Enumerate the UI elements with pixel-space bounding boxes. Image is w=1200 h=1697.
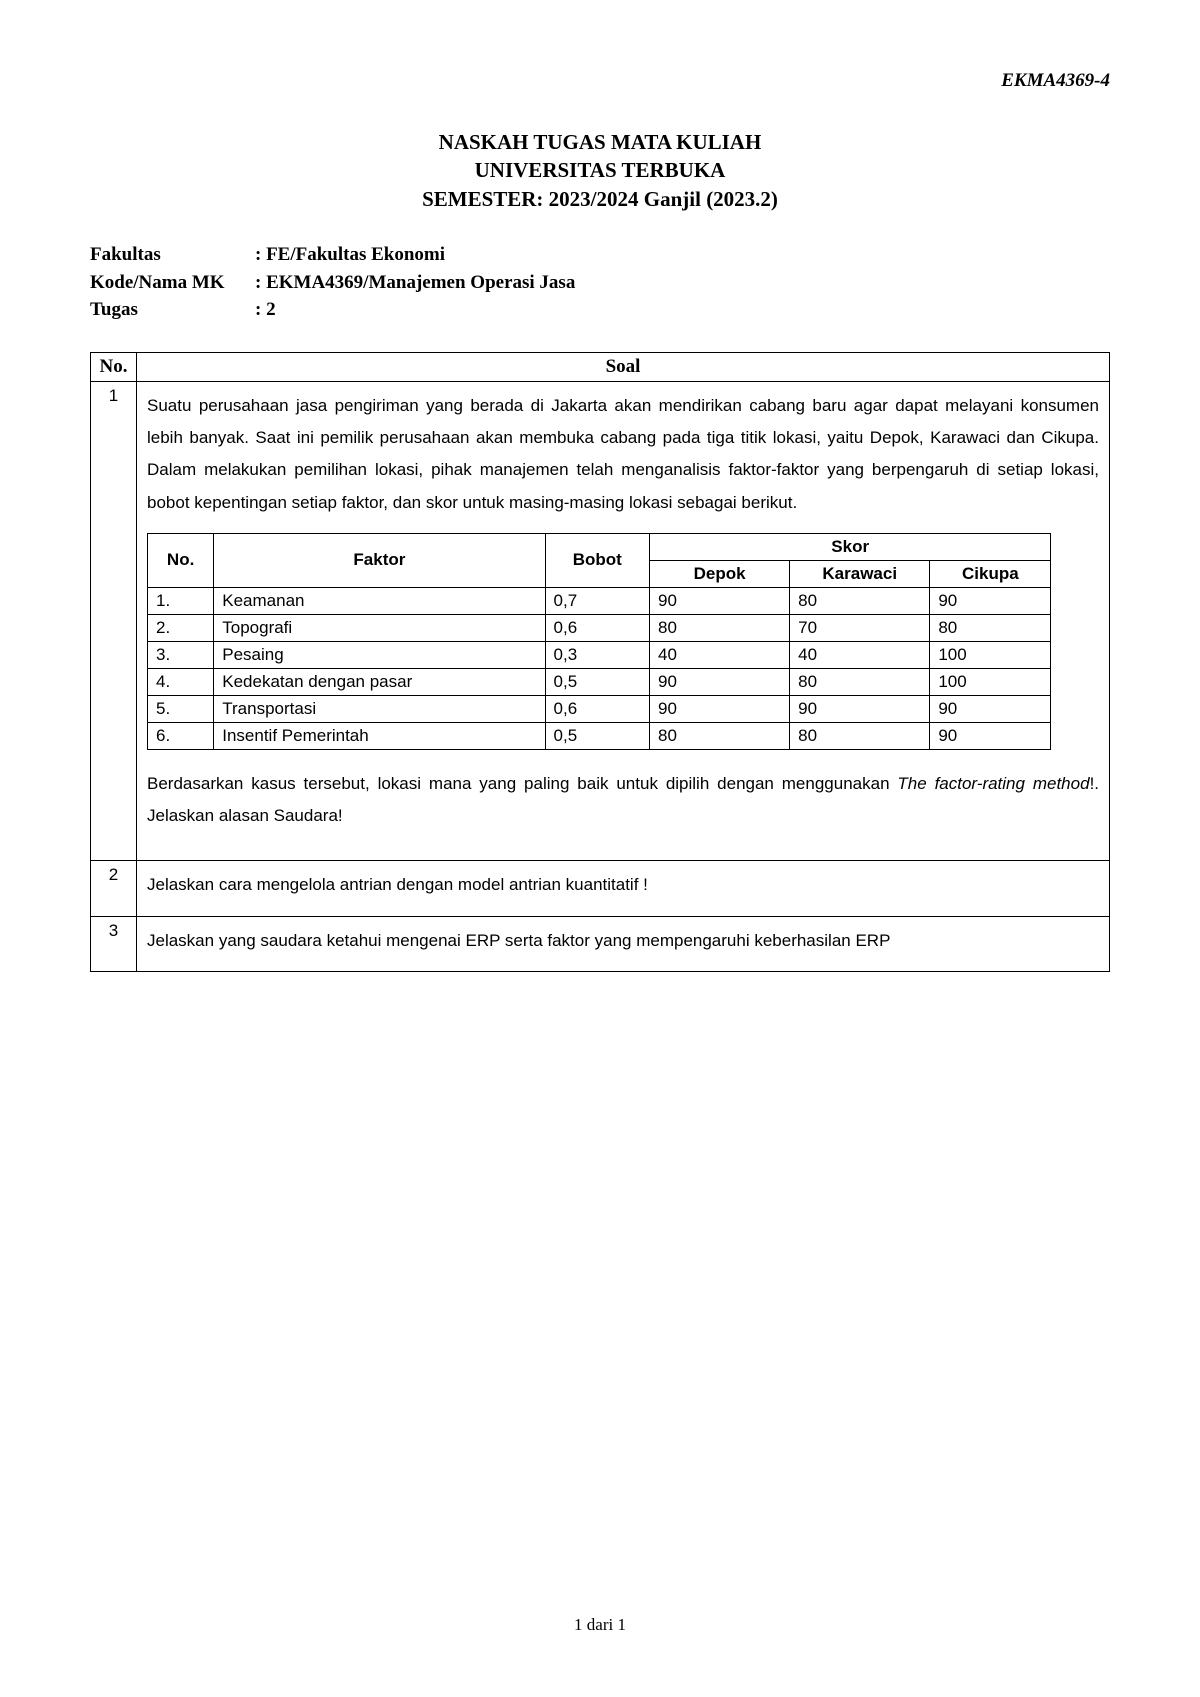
- ft-cell-no: 2.: [148, 614, 214, 641]
- q1-intro: Suatu perusahaan jasa pengiriman yang be…: [147, 390, 1099, 519]
- meta-kode-label: Kode/Nama MK: [90, 269, 255, 297]
- meta-fakultas-value: : FE/Fakultas Ekonomi: [255, 241, 445, 269]
- q2-no: 2: [91, 861, 137, 916]
- ft-head-no: No.: [148, 533, 214, 587]
- ft-cell-cikupa: 90: [930, 587, 1051, 614]
- ft-cell-bobot: 0,7: [545, 587, 649, 614]
- ft-cell-no: 4.: [148, 668, 214, 695]
- ft-cell-depok: 80: [650, 614, 790, 641]
- page-footer: 1 dari 1: [0, 1615, 1200, 1635]
- meta-fakultas-label: Fakultas: [90, 241, 255, 269]
- header-no: No.: [91, 352, 137, 381]
- ft-cell-no: 3.: [148, 641, 214, 668]
- ft-row: 6. Insentif Pemerintah 0,5 80 80 90: [148, 722, 1051, 749]
- q1-closing: Berdasarkan kasus tersebut, lokasi mana …: [147, 768, 1099, 833]
- title-line-1: NASKAH TUGAS MATA KULIAH: [90, 128, 1110, 156]
- ft-cell-faktor: Kedekatan dengan pasar: [214, 668, 545, 695]
- title-line-2: UNIVERSITAS TERBUKA: [90, 156, 1110, 184]
- ft-cell-cikupa: 100: [930, 668, 1051, 695]
- ft-cell-depok: 40: [650, 641, 790, 668]
- ft-head-bobot: Bobot: [545, 533, 649, 587]
- title-line-3: SEMESTER: 2023/2024 Ganjil (2023.2): [90, 185, 1110, 213]
- ft-cell-faktor: Insentif Pemerintah: [214, 722, 545, 749]
- title-block: NASKAH TUGAS MATA KULIAH UNIVERSITAS TER…: [90, 128, 1110, 213]
- ft-cell-bobot: 0,6: [545, 614, 649, 641]
- ft-head-faktor: Faktor: [214, 533, 545, 587]
- ft-cell-cikupa: 100: [930, 641, 1051, 668]
- ft-sub-cikupa: Cikupa: [930, 560, 1051, 587]
- ft-cell-faktor: Transportasi: [214, 695, 545, 722]
- ft-cell-karawaci: 70: [790, 614, 930, 641]
- ft-cell-bobot: 0,6: [545, 695, 649, 722]
- q3-cell: Jelaskan yang saudara ketahui mengenai E…: [137, 916, 1110, 971]
- ft-row: 2. Topografi 0,6 80 70 80: [148, 614, 1051, 641]
- q1-no: 1: [91, 381, 137, 861]
- ft-row: 3. Pesaing 0,3 40 40 100: [148, 641, 1051, 668]
- meta-tugas: Tugas : 2: [90, 296, 1110, 324]
- ft-cell-bobot: 0,5: [545, 668, 649, 695]
- ft-cell-karawaci: 80: [790, 668, 930, 695]
- q2-cell: Jelaskan cara mengelola antrian dengan m…: [137, 861, 1110, 916]
- ft-cell-bobot: 0,5: [545, 722, 649, 749]
- ft-row: 5. Transportasi 0,6 90 90 90: [148, 695, 1051, 722]
- document-code: EKMA4369-4: [90, 70, 1110, 92]
- q1-closing-italic: The factor-rating method: [897, 774, 1089, 793]
- page: EKMA4369-4 NASKAH TUGAS MATA KULIAH UNIV…: [0, 0, 1200, 1697]
- ft-cell-depok: 90: [650, 668, 790, 695]
- ft-cell-cikupa: 80: [930, 614, 1051, 641]
- q1-cell: Suatu perusahaan jasa pengiriman yang be…: [137, 381, 1110, 861]
- question-row-2: 2 Jelaskan cara mengelola antrian dengan…: [91, 861, 1110, 916]
- ft-cell-cikupa: 90: [930, 695, 1051, 722]
- factor-table: No. Faktor Bobot Skor Depok Karawaci Cik…: [147, 533, 1051, 750]
- ft-cell-karawaci: 40: [790, 641, 930, 668]
- ft-cell-faktor: Topografi: [214, 614, 545, 641]
- questions-table: No. Soal 1 Suatu perusahaan jasa pengiri…: [90, 352, 1110, 972]
- ft-cell-no: 6.: [148, 722, 214, 749]
- meta-fakultas: Fakultas : FE/Fakultas Ekonomi: [90, 241, 1110, 269]
- ft-head-skor: Skor: [650, 533, 1051, 560]
- ft-cell-karawaci: 80: [790, 722, 930, 749]
- q3-text: Jelaskan yang saudara ketahui mengenai E…: [147, 925, 1099, 957]
- ft-sub-karawaci: Karawaci: [790, 560, 930, 587]
- ft-cell-faktor: Keamanan: [214, 587, 545, 614]
- meta-kode: Kode/Nama MK : EKMA4369/Manajemen Operas…: [90, 269, 1110, 297]
- q3-no: 3: [91, 916, 137, 971]
- meta-block: Fakultas : FE/Fakultas Ekonomi Kode/Nama…: [90, 241, 1110, 324]
- ft-cell-karawaci: 90: [790, 695, 930, 722]
- question-row-1: 1 Suatu perusahaan jasa pengiriman yang …: [91, 381, 1110, 861]
- ft-cell-no: 1.: [148, 587, 214, 614]
- ft-cell-depok: 90: [650, 587, 790, 614]
- ft-cell-depok: 90: [650, 695, 790, 722]
- question-row-3: 3 Jelaskan yang saudara ketahui mengenai…: [91, 916, 1110, 971]
- q1-closing-a: Berdasarkan kasus tersebut, lokasi mana …: [147, 774, 897, 793]
- ft-cell-no: 5.: [148, 695, 214, 722]
- ft-cell-karawaci: 80: [790, 587, 930, 614]
- q2-text: Jelaskan cara mengelola antrian dengan m…: [147, 869, 1099, 901]
- meta-kode-value: : EKMA4369/Manajemen Operasi Jasa: [255, 269, 575, 297]
- ft-row: 1. Keamanan 0,7 90 80 90: [148, 587, 1051, 614]
- meta-tugas-value: : 2: [255, 296, 276, 324]
- ft-cell-faktor: Pesaing: [214, 641, 545, 668]
- ft-sub-depok: Depok: [650, 560, 790, 587]
- meta-tugas-label: Tugas: [90, 296, 255, 324]
- ft-row: 4. Kedekatan dengan pasar 0,5 90 80 100: [148, 668, 1051, 695]
- ft-cell-depok: 80: [650, 722, 790, 749]
- ft-cell-cikupa: 90: [930, 722, 1051, 749]
- ft-cell-bobot: 0,3: [545, 641, 649, 668]
- header-soal: Soal: [137, 352, 1110, 381]
